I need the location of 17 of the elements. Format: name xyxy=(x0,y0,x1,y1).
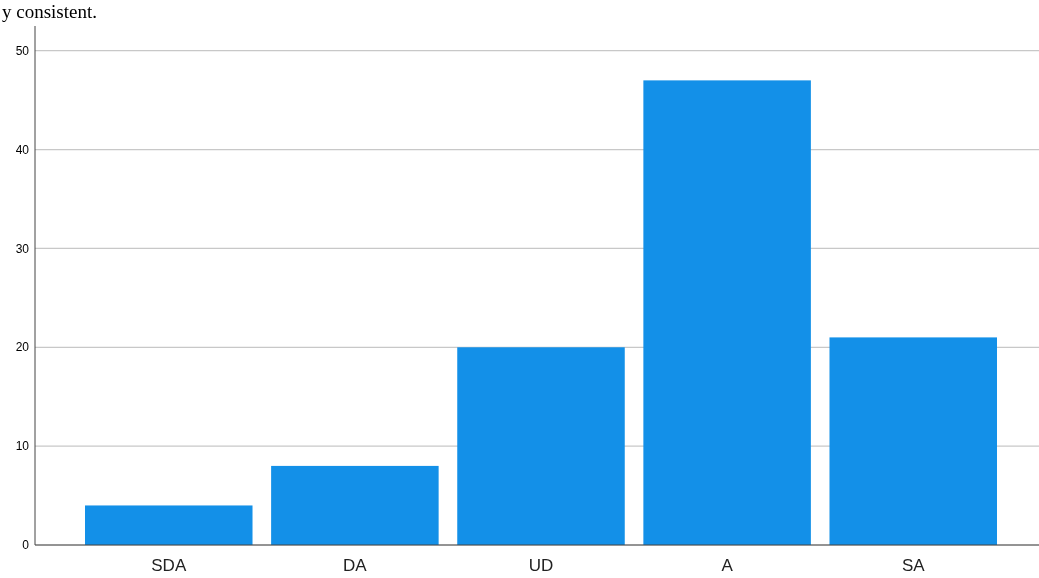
y-tick-label: 10 xyxy=(15,439,30,454)
y-tick-label: 50 xyxy=(15,43,30,58)
text: y consistent. xyxy=(2,1,97,22)
bar xyxy=(829,337,997,545)
x-tick-label: UD xyxy=(528,556,554,575)
bar xyxy=(271,465,439,545)
y-tick-label: 40 xyxy=(15,142,30,157)
x-tick-label: DA xyxy=(343,556,368,575)
y-tick-label: 0 xyxy=(22,538,30,553)
bar xyxy=(643,80,811,545)
x-tick-label: SA xyxy=(901,556,926,575)
y-tick-label: 30 xyxy=(15,241,30,256)
x-tick-label: A xyxy=(721,556,734,575)
bar xyxy=(85,505,253,545)
y-tick-label: 20 xyxy=(15,340,30,355)
x-tick-label: SDA xyxy=(151,556,187,575)
bar xyxy=(457,347,625,545)
